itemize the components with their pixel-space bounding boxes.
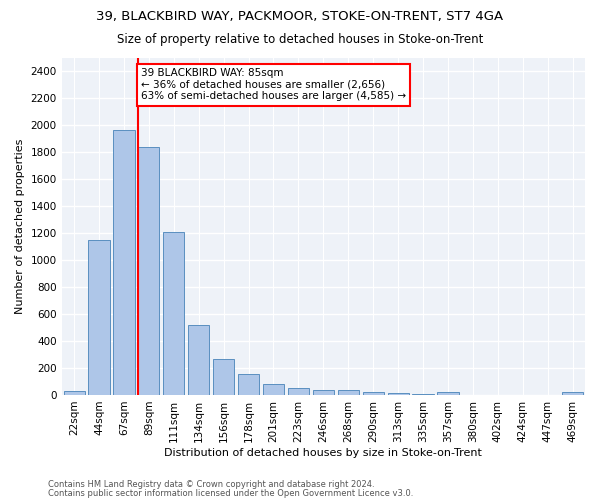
Bar	[213, 359, 234, 395]
Bar	[362, 392, 384, 395]
Bar	[64, 391, 85, 395]
Bar	[263, 384, 284, 395]
Text: Contains HM Land Registry data © Crown copyright and database right 2024.: Contains HM Land Registry data © Crown c…	[48, 480, 374, 489]
Bar	[163, 232, 184, 395]
Text: 39 BLACKBIRD WAY: 85sqm
← 36% of detached houses are smaller (2,656)
63% of semi: 39 BLACKBIRD WAY: 85sqm ← 36% of detache…	[141, 68, 406, 102]
Bar	[562, 392, 583, 395]
Bar	[388, 393, 409, 395]
Bar	[412, 394, 434, 395]
Bar	[188, 326, 209, 395]
Bar	[113, 130, 134, 395]
Bar	[288, 388, 309, 395]
Text: Contains public sector information licensed under the Open Government Licence v3: Contains public sector information licen…	[48, 489, 413, 498]
Bar	[437, 392, 458, 395]
Text: 39, BLACKBIRD WAY, PACKMOOR, STOKE-ON-TRENT, ST7 4GA: 39, BLACKBIRD WAY, PACKMOOR, STOKE-ON-TR…	[97, 10, 503, 23]
Text: Size of property relative to detached houses in Stoke-on-Trent: Size of property relative to detached ho…	[117, 32, 483, 46]
Bar	[313, 390, 334, 395]
Bar	[338, 390, 359, 395]
Bar	[138, 146, 160, 395]
Y-axis label: Number of detached properties: Number of detached properties	[15, 138, 25, 314]
X-axis label: Distribution of detached houses by size in Stoke-on-Trent: Distribution of detached houses by size …	[164, 448, 482, 458]
Bar	[238, 374, 259, 395]
Bar	[88, 240, 110, 395]
